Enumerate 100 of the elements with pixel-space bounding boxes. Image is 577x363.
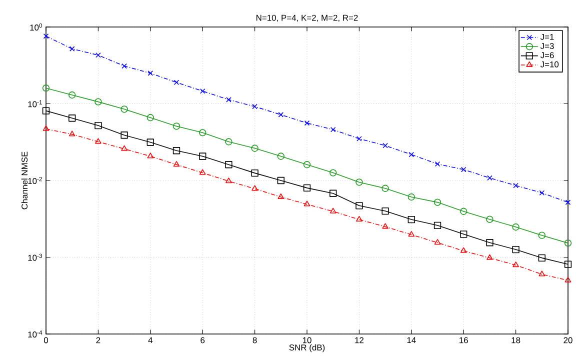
- point: [539, 190, 545, 196]
- x-tick-label: 20: [564, 337, 572, 344]
- point: [408, 193, 415, 201]
- point: [330, 169, 337, 176]
- point: [199, 169, 206, 175]
- point: [148, 70, 154, 76]
- y-tick-label: 10$^{-3}$: [28, 254, 42, 261]
- x-tick-label: 6: [200, 337, 205, 344]
- x-tick-label: 10: [302, 337, 312, 344]
- point: [564, 260, 572, 268]
- point: [278, 193, 284, 199]
- point: [42, 84, 50, 92]
- point: [434, 222, 442, 229]
- x-tick-label: 16: [460, 337, 468, 344]
- point: [199, 152, 206, 160]
- point: [42, 107, 50, 114]
- point: [251, 169, 258, 177]
- point: [304, 120, 310, 126]
- x-tick-label: 0: [44, 337, 48, 344]
- point: [538, 232, 546, 239]
- x-tick-label: 18: [512, 337, 520, 344]
- point: [564, 239, 572, 247]
- point: [512, 223, 520, 231]
- point: [408, 231, 415, 237]
- point: [330, 190, 337, 197]
- point: [434, 239, 441, 245]
- point: [120, 106, 128, 113]
- point: [68, 114, 76, 122]
- point: [330, 208, 336, 214]
- x-tick-label: 2: [96, 337, 100, 344]
- point: [356, 178, 363, 186]
- point: [277, 152, 284, 160]
- point: [382, 184, 389, 192]
- x-tick-label: 12: [355, 337, 364, 344]
- point: [68, 91, 76, 99]
- point: [173, 161, 180, 167]
- legend-label: J=3: [540, 43, 554, 50]
- point: [356, 216, 362, 222]
- point: [199, 129, 206, 136]
- point: [69, 46, 75, 52]
- x-tick-label: 14: [407, 337, 416, 344]
- point: [94, 98, 102, 106]
- point: [146, 138, 154, 146]
- point: [225, 161, 232, 168]
- point: [43, 34, 49, 39]
- point: [356, 136, 362, 142]
- x-axis-title: SNR (dB): [289, 344, 325, 352]
- point: [303, 161, 311, 168]
- point: [512, 246, 520, 254]
- legend-label: J=10: [540, 61, 559, 68]
- y-tick-label: 10$^{-4}$: [28, 330, 42, 338]
- point: [278, 112, 284, 118]
- y-tick-label: 10$^{-1}$: [28, 100, 42, 108]
- point: [330, 126, 336, 132]
- point: [94, 122, 102, 130]
- point: [96, 52, 101, 58]
- legend-label: J=1: [540, 34, 554, 40]
- x-tick-label: 8: [252, 337, 257, 344]
- point: [252, 104, 258, 110]
- point: [174, 80, 180, 86]
- point: [512, 262, 519, 268]
- point: [121, 145, 128, 151]
- point: [460, 230, 468, 238]
- y-axis-title: Channel NMSE: [21, 152, 28, 210]
- chart-title: N=10, P=4, K=2, M=2, R=2: [256, 14, 358, 22]
- point: [303, 184, 311, 192]
- point: [95, 138, 102, 144]
- y-tick-label: 10$^{0}$: [30, 23, 42, 31]
- point: [251, 144, 258, 152]
- point: [382, 142, 388, 148]
- point: [538, 270, 546, 276]
- point: [277, 176, 284, 184]
- point: [486, 254, 493, 260]
- point: [172, 147, 180, 154]
- point: [513, 182, 518, 188]
- y-tick-label: 10$^{-2}$: [28, 176, 42, 184]
- point: [226, 178, 232, 184]
- point: [460, 166, 466, 172]
- point: [538, 254, 546, 262]
- point: [252, 185, 258, 191]
- point: [434, 161, 440, 167]
- point: [226, 97, 232, 102]
- point: [42, 125, 50, 131]
- point: [486, 239, 494, 246]
- legend-label: J=6: [540, 52, 554, 58]
- point: [486, 216, 494, 223]
- point: [147, 152, 154, 158]
- point: [304, 200, 310, 206]
- point: [460, 247, 467, 253]
- point: [382, 207, 389, 215]
- point: [565, 200, 571, 205]
- point: [172, 122, 180, 130]
- point: [68, 130, 76, 136]
- point: [356, 202, 363, 210]
- point: [408, 216, 415, 224]
- point: [122, 63, 127, 69]
- point: [564, 276, 572, 282]
- point: [225, 138, 232, 146]
- point: [434, 198, 442, 206]
- point: [460, 208, 468, 215]
